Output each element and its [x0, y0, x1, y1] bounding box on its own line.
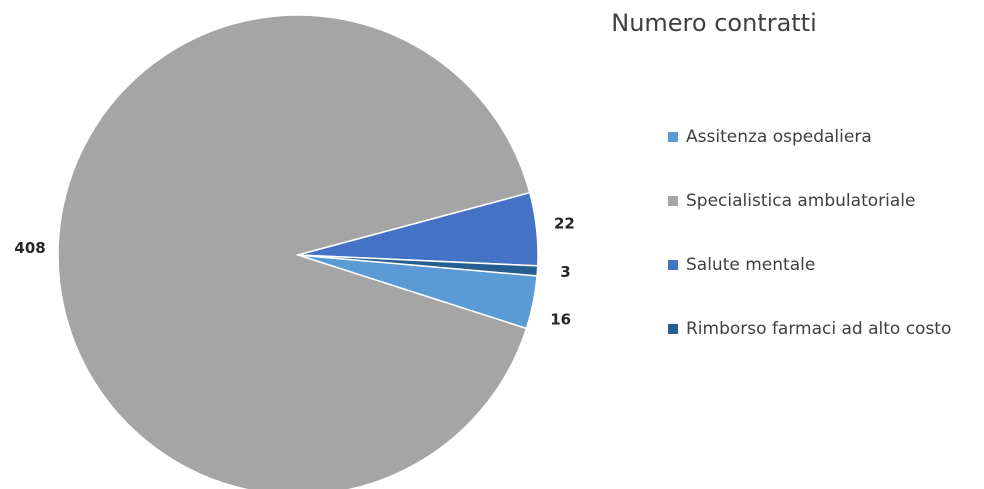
legend-label: Salute mentale — [686, 255, 815, 275]
legend-swatch — [668, 196, 678, 206]
data-label: 22 — [554, 214, 575, 232]
pie-slice — [57, 14, 531, 489]
legend-label: Rimborso farmaci ad alto costo — [686, 319, 951, 339]
legend-label: Assitenza ospedaliera — [686, 127, 872, 147]
legend-swatch — [668, 260, 678, 270]
pie-slice — [297, 254, 539, 277]
data-label: 3 — [560, 263, 570, 281]
data-label: 408 — [14, 239, 45, 257]
legend-swatch — [668, 324, 678, 334]
data-label: 16 — [550, 311, 571, 329]
legend-label: Specialistica ambulatoriale — [686, 191, 915, 211]
legend-swatch — [668, 132, 678, 142]
chart-title: Numero contratti — [611, 9, 817, 37]
